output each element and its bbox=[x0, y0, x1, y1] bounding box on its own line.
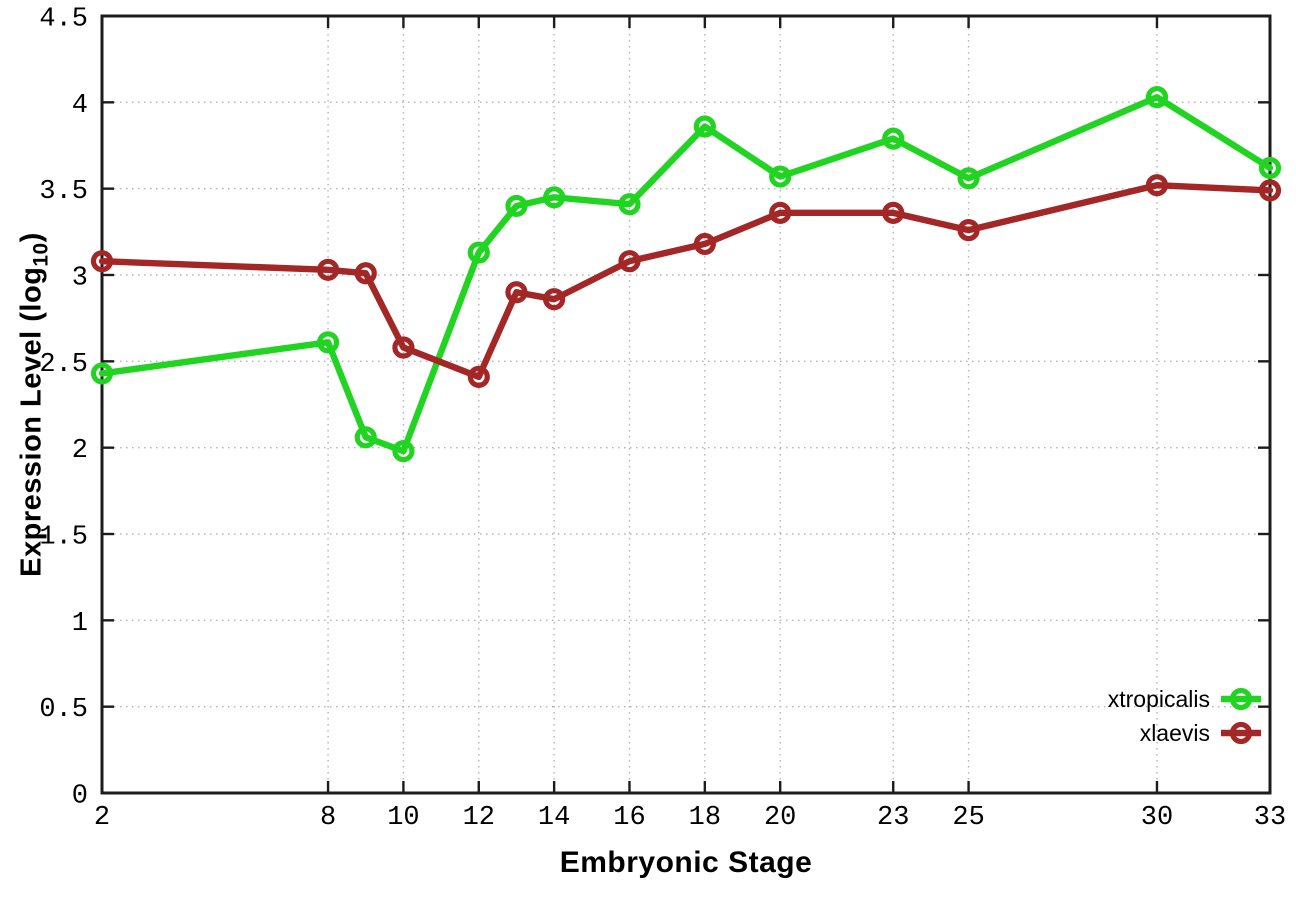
series-line-xlaevis bbox=[98, 182, 1274, 381]
data-point-marker bbox=[467, 365, 490, 388]
series-xlaevis bbox=[90, 174, 1282, 388]
x-tick-label: 16 bbox=[613, 803, 645, 833]
y-tick-label: 3.5 bbox=[39, 177, 88, 207]
data-point-marker bbox=[505, 194, 528, 218]
y-axis-title-subscript: 10 bbox=[29, 242, 53, 267]
x-axis-title: Embryonic Stage bbox=[102, 846, 1270, 880]
x-tick-label: 12 bbox=[463, 803, 495, 833]
x-tick-label: 10 bbox=[387, 803, 419, 833]
data-point-marker bbox=[354, 426, 377, 449]
data-point-marker bbox=[618, 193, 641, 216]
data-point-marker bbox=[769, 165, 792, 188]
series-xtropicalis bbox=[90, 86, 1282, 463]
y-tick-label: 0.5 bbox=[39, 695, 88, 725]
x-tick-label: 8 bbox=[320, 803, 336, 833]
data-point-marker bbox=[354, 262, 377, 285]
x-tick-label: 2 bbox=[94, 803, 110, 833]
y-axis-title-text: Expression Level (log bbox=[15, 266, 48, 577]
y-tick-label: 2.5 bbox=[39, 350, 88, 380]
data-point-marker bbox=[392, 440, 415, 463]
series-line-xtropicalis bbox=[98, 93, 1274, 455]
y-tick-label: 1.5 bbox=[39, 522, 88, 552]
data-point-marker bbox=[392, 336, 415, 359]
x-tick-label: 20 bbox=[764, 803, 796, 833]
y-tick-label: 1 bbox=[72, 609, 88, 639]
legend-label-xtropicalis: xtropicalis bbox=[1108, 686, 1210, 712]
data-point-marker bbox=[316, 258, 340, 281]
y-tick-label: 2 bbox=[72, 436, 88, 466]
x-tick-label: 25 bbox=[952, 803, 984, 833]
tick-marks bbox=[100, 14, 1272, 795]
x-tick-label: 14 bbox=[538, 803, 570, 833]
data-point-marker bbox=[505, 281, 528, 304]
legend-entry-xlaevis: xlaevis bbox=[1140, 720, 1261, 746]
data-point-marker bbox=[882, 127, 905, 150]
legend-marker-sample bbox=[1229, 721, 1253, 745]
legend-marker-sample bbox=[1229, 687, 1253, 711]
data-point-marker bbox=[90, 362, 114, 385]
x-tick-label: 23 bbox=[877, 803, 909, 833]
x-tick-label: 18 bbox=[689, 803, 721, 833]
y-axis-tick-labels: 0 0.5 1 1.5 2 2.5 3 3.5 4 4.5 bbox=[39, 4, 88, 811]
data-point-marker bbox=[769, 201, 792, 224]
x-axis-tick-labels: 2 8 10 12 14 16 18 20 23 25 30 33 bbox=[94, 803, 1286, 833]
data-point-marker bbox=[316, 331, 340, 354]
legend: xtropicalis xlaevis bbox=[1108, 686, 1261, 746]
grid bbox=[102, 16, 1270, 793]
data-point-marker bbox=[1258, 179, 1282, 202]
data-point-marker bbox=[693, 232, 716, 256]
data-point-marker bbox=[543, 186, 566, 209]
legend-entry-xtropicalis: xtropicalis bbox=[1108, 686, 1261, 712]
y-tick-label: 0 bbox=[72, 781, 88, 811]
y-axis-title: Expression Level (log10) bbox=[15, 155, 53, 655]
data-point-marker bbox=[693, 115, 716, 138]
data-point-marker bbox=[618, 250, 641, 273]
legend-label-xlaevis: xlaevis bbox=[1140, 720, 1210, 746]
x-axis-title-text: Embryonic Stage bbox=[559, 846, 813, 879]
x-tick-label: 30 bbox=[1141, 803, 1173, 833]
data-point-marker bbox=[467, 241, 490, 264]
data-point-marker bbox=[957, 167, 980, 190]
y-axis-title-close: ) bbox=[15, 232, 48, 243]
x-tick-label: 33 bbox=[1254, 803, 1286, 833]
data-point-marker bbox=[90, 250, 114, 273]
data-point-marker bbox=[1258, 156, 1282, 180]
y-tick-label: 4.5 bbox=[39, 4, 88, 34]
data-point-marker bbox=[882, 201, 905, 224]
plot-border bbox=[100, 14, 1272, 795]
data-point-marker bbox=[1145, 174, 1169, 197]
y-tick-label: 4 bbox=[72, 91, 88, 121]
data-point-marker bbox=[543, 288, 566, 311]
data-point-marker bbox=[957, 219, 980, 242]
data-point-marker bbox=[1145, 86, 1169, 109]
y-tick-label: 3 bbox=[72, 263, 88, 293]
